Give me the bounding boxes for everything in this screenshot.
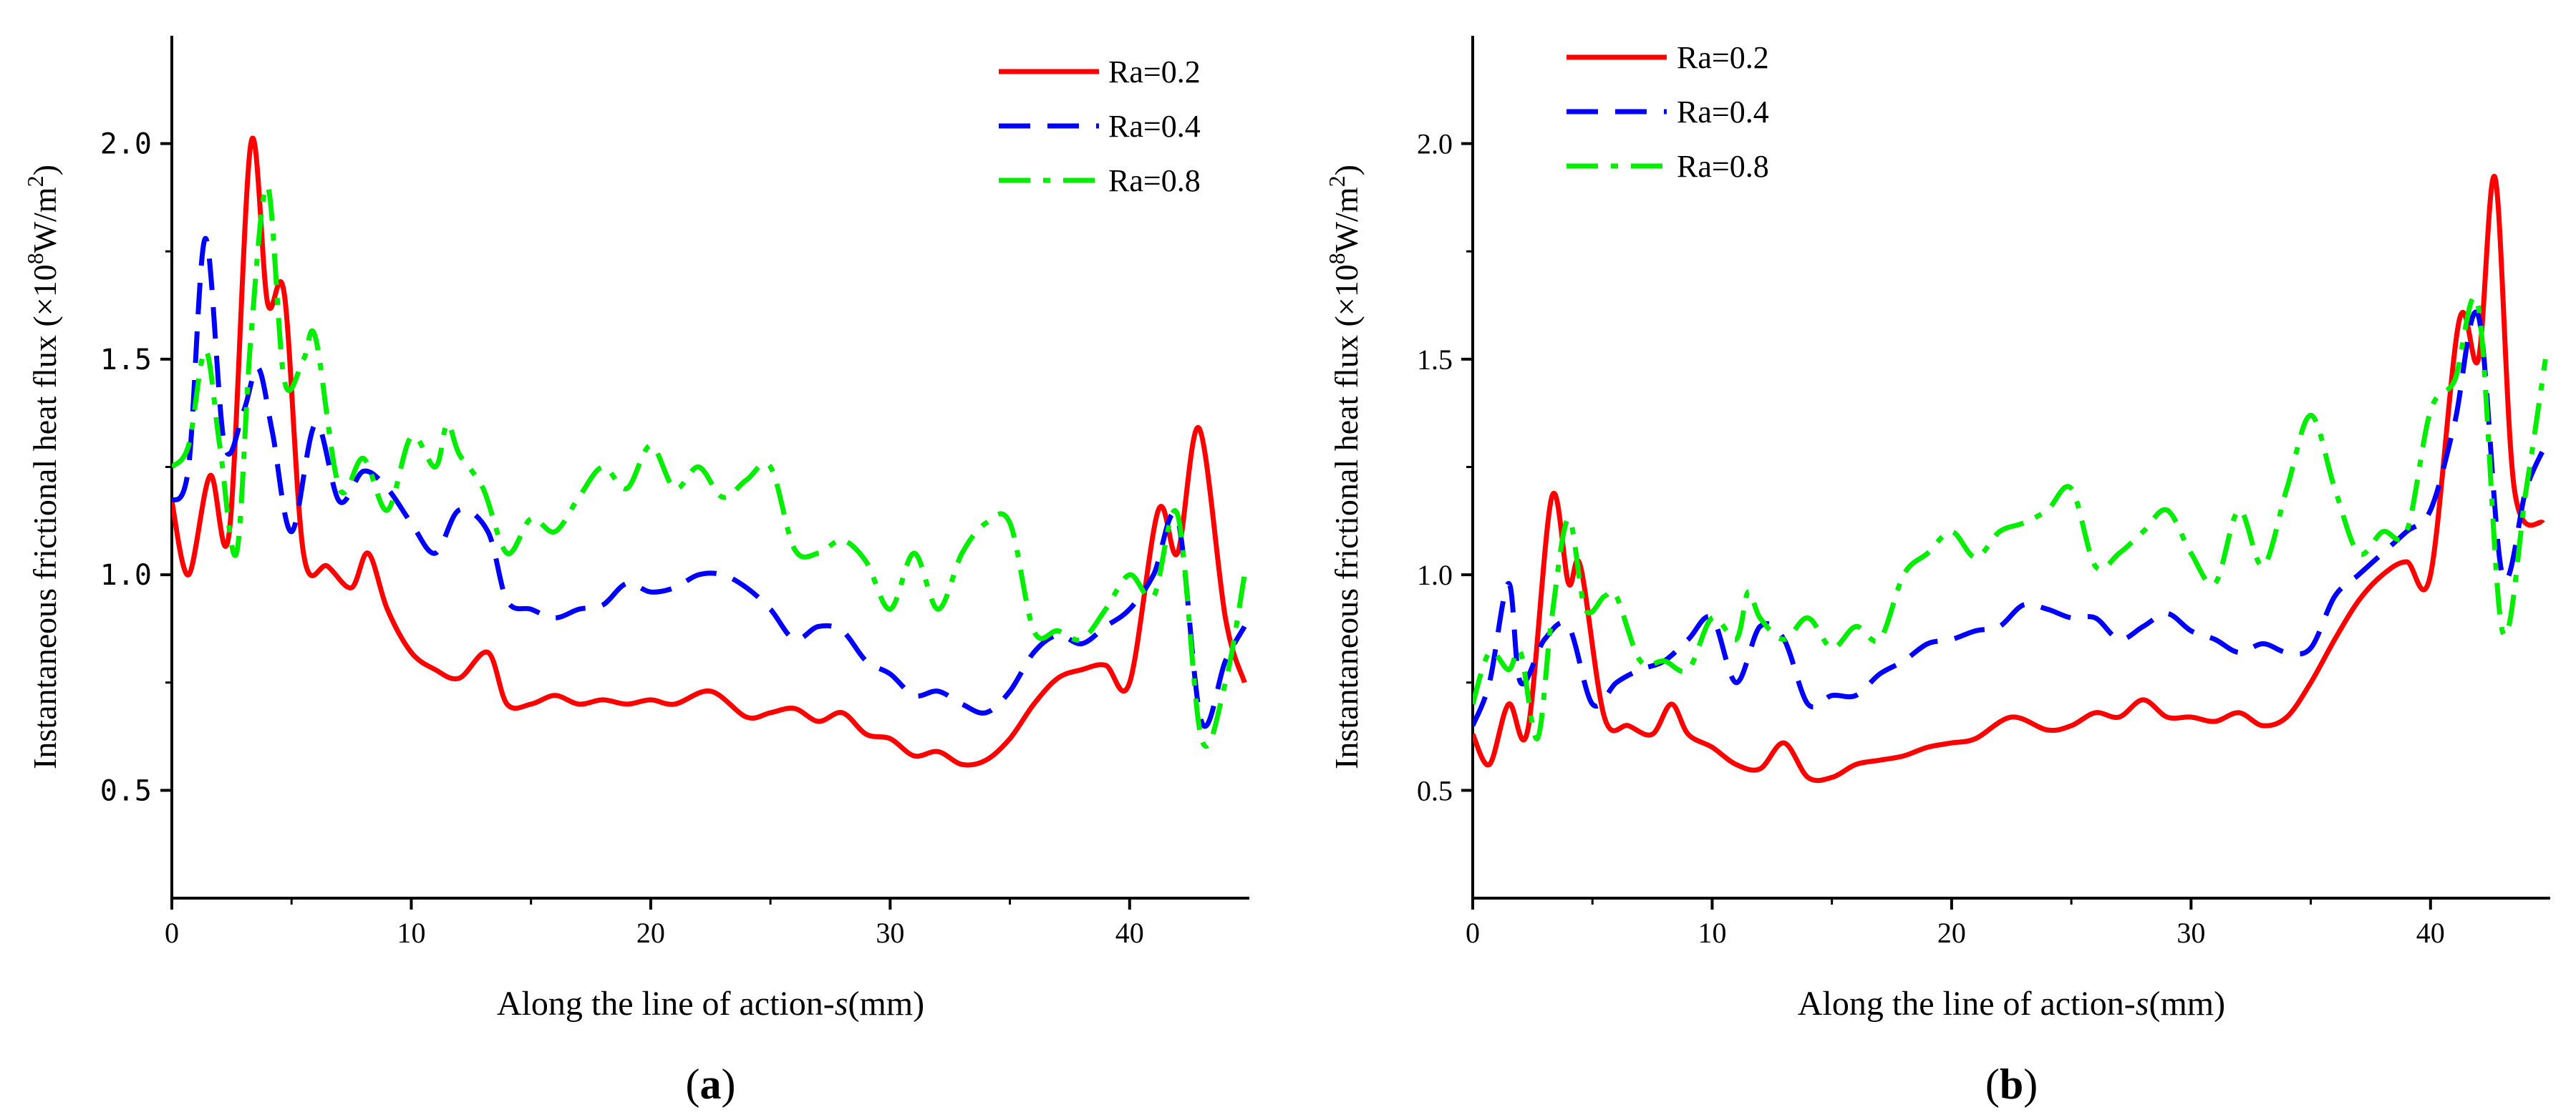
series-line-Ra-0_8	[1473, 295, 2548, 741]
y-tick-label: 1.5	[100, 344, 152, 376]
y-axis-label: Instantaneous frictional heat flux (×108…	[22, 165, 63, 769]
series-line-Ra-0_4	[172, 235, 1247, 729]
legend-label: Ra=0.2	[1108, 54, 1201, 89]
x-tick-label: 0	[165, 917, 179, 949]
legend-label: Ra=0.4	[1677, 94, 1769, 130]
y-tick-label: 2.0	[100, 128, 152, 161]
series-line-Ra-0_2	[172, 135, 1247, 768]
panel-label: (b)	[1985, 1061, 2038, 1108]
y-tick-label: 2.0	[1417, 128, 1453, 160]
panel-b-chart: 0 10 20 30 40 0.5 1.0 1.5 2.0 Ra=0.2 Ra=0.4 Ra=0.8 A…	[1324, 36, 2550, 1108]
y-axis-label: Instantaneous frictional heat flux (×108…	[1324, 165, 1365, 769]
x-tick-label: 40	[2416, 917, 2445, 949]
y-tick-label: 0.5	[100, 774, 152, 807]
x-axis-label: Along the line of action-s(mm)	[1798, 985, 2225, 1023]
panel-a-chart: 0 10 20 30 40 0.5 1.0 1.5 2.0 Ra=0.2 Ra=0.4 Ra=0.8 A…	[22, 36, 1249, 1108]
y-tick-label: 1.0	[1417, 559, 1453, 591]
x-tick-label: 30	[2176, 917, 2205, 949]
series-line-Ra-0_8	[172, 184, 1247, 749]
y-tick-label: 1.0	[100, 559, 152, 592]
x-tick-label: 20	[636, 917, 665, 949]
plot-area	[172, 135, 1247, 768]
x-tick-label: 0	[1466, 917, 1480, 949]
x-tick-label: 10	[1698, 917, 1726, 949]
x-tick-label: 40	[1115, 917, 1144, 949]
x-tick-label: 20	[1937, 917, 1966, 949]
panel-label: (a)	[686, 1061, 736, 1108]
y-tick-label: 1.5	[1417, 344, 1453, 376]
x-tick-label: 10	[397, 917, 425, 949]
series-line-Ra-0_2	[1473, 173, 2545, 784]
legend-label: Ra=0.8	[1108, 163, 1201, 198]
x-tick-label: 30	[876, 917, 904, 949]
y-tick-label: 0.5	[1417, 774, 1453, 807]
legend-label: Ra=0.8	[1677, 149, 1769, 184]
plot-area	[1473, 173, 2548, 784]
x-axis-label: Along the line of action-s(mm)	[497, 985, 924, 1023]
legend-label: Ra=0.4	[1108, 109, 1201, 144]
legend-label: Ra=0.2	[1677, 40, 1769, 75]
series-line-Ra-0_4	[1473, 309, 2548, 727]
